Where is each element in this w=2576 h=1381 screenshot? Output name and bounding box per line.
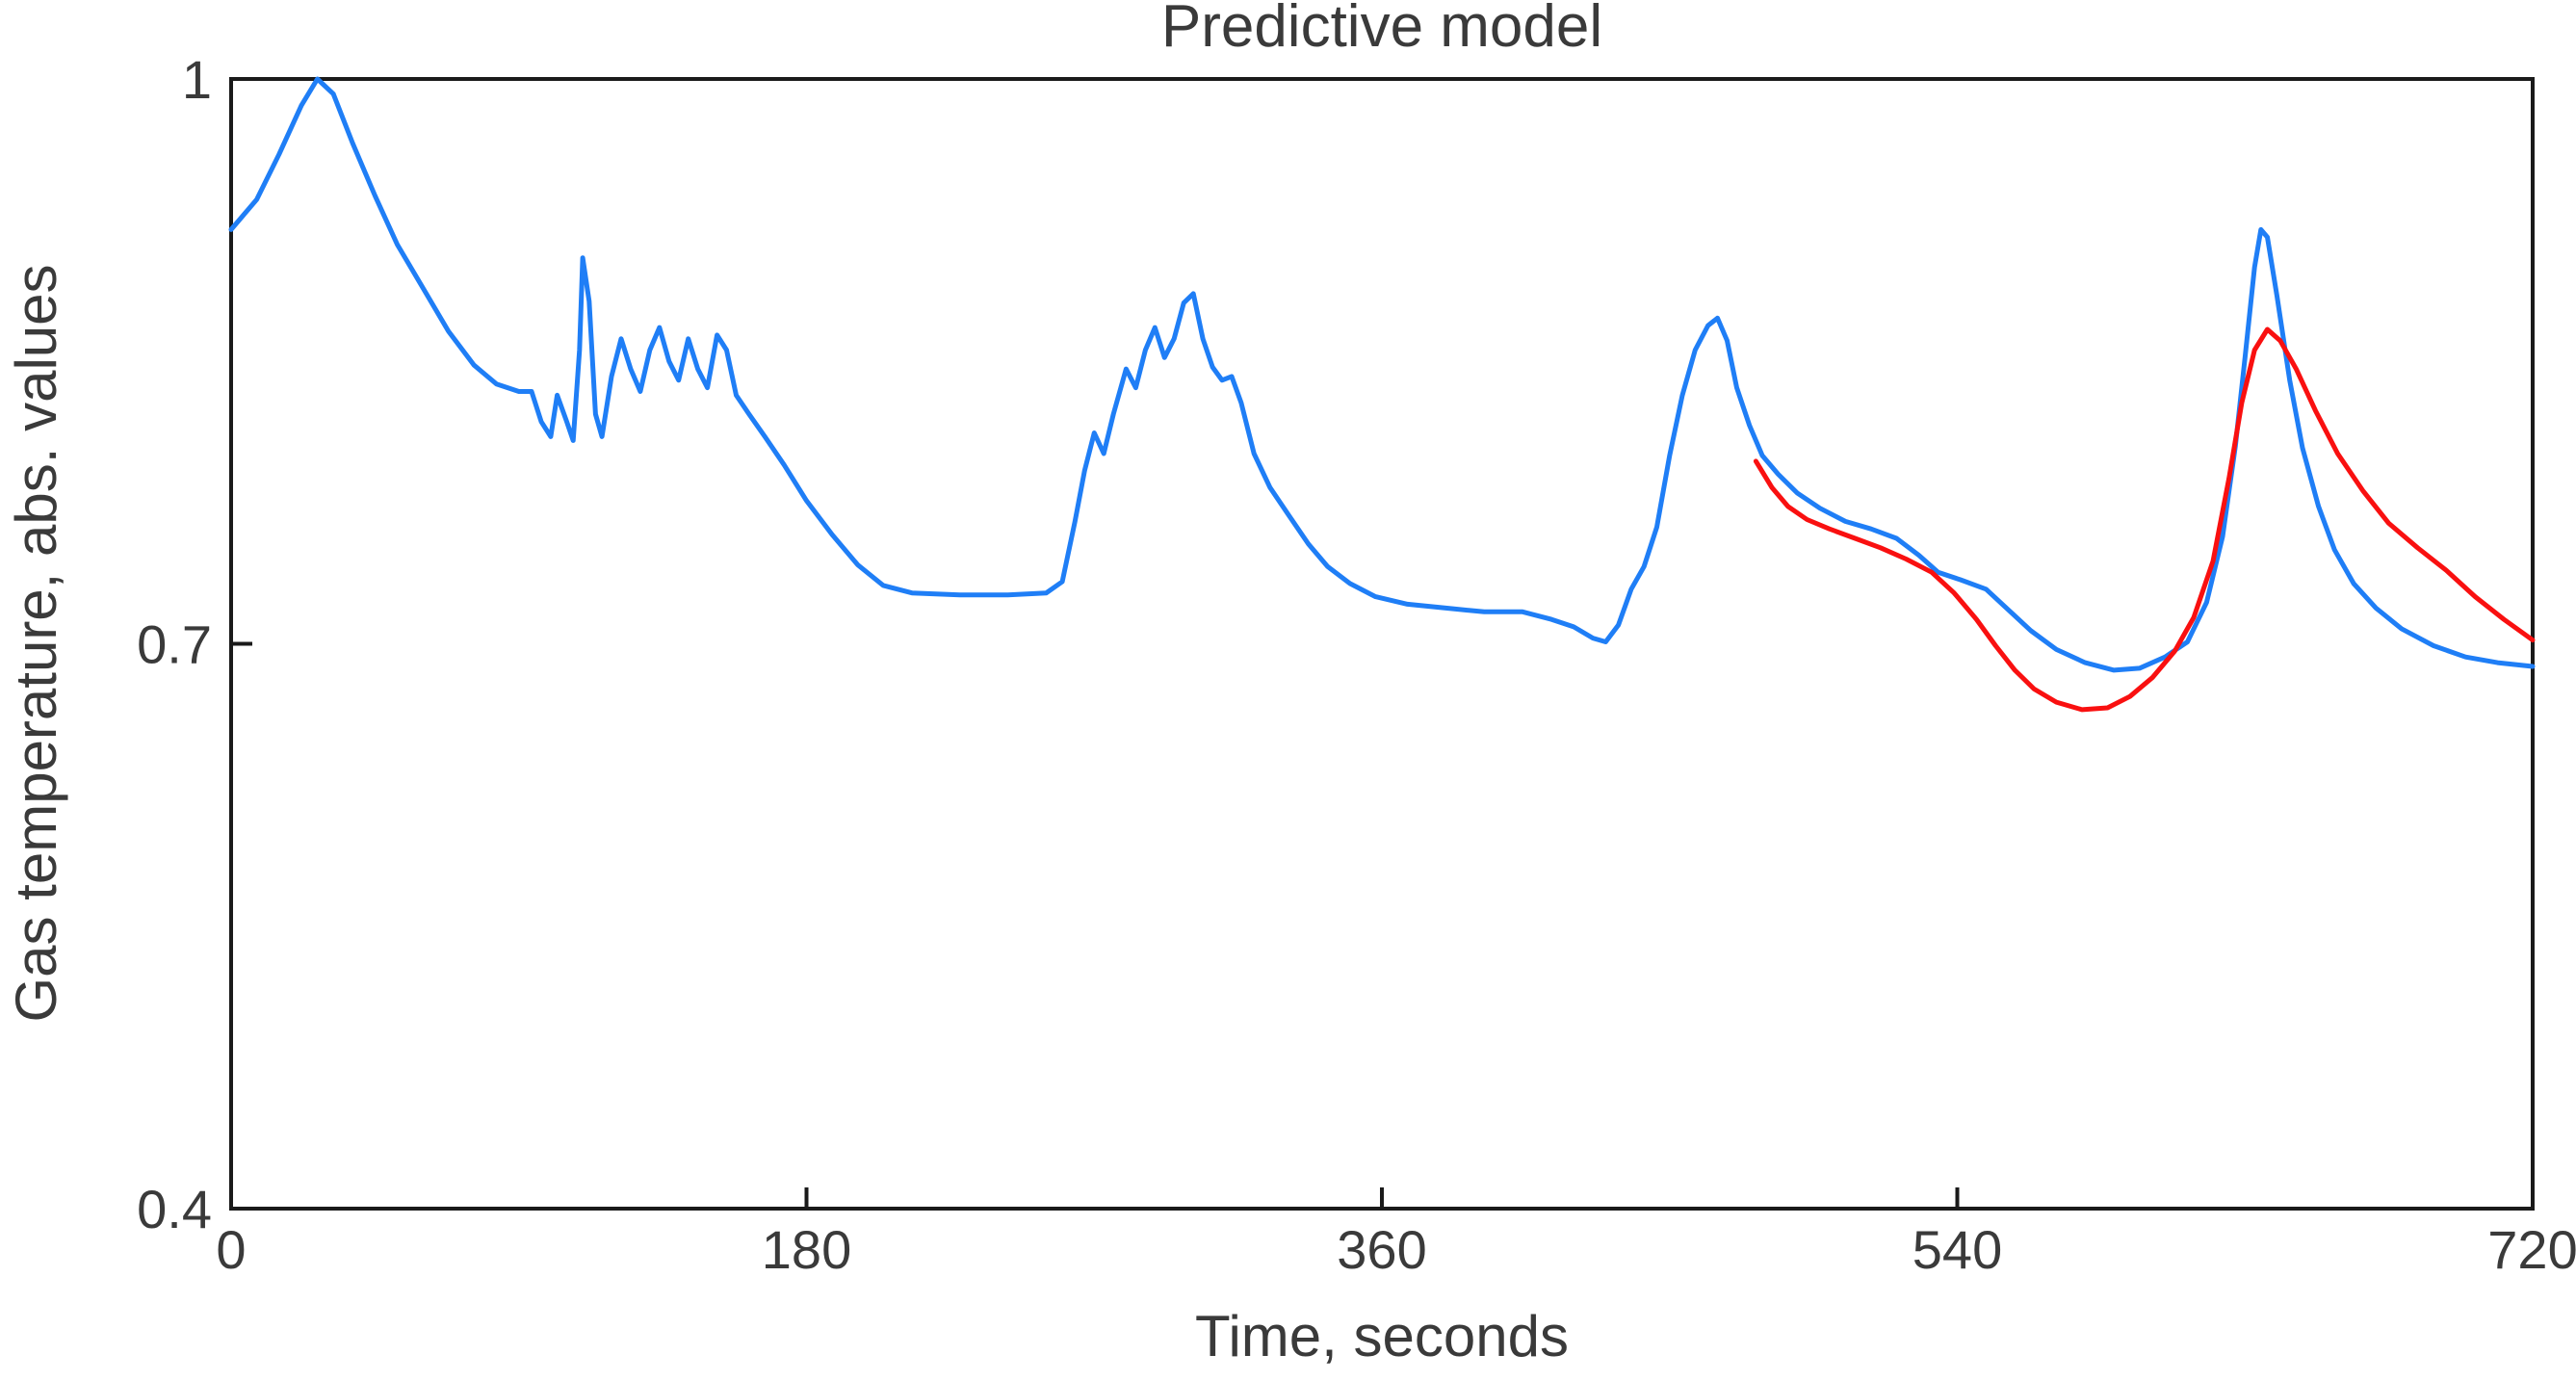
data-series-group: [228, 76, 2536, 713]
x-tick-label: 720: [2487, 1219, 2576, 1280]
x-tick-label: 360: [1337, 1219, 1426, 1280]
y-tick-label: 0.7: [137, 614, 212, 675]
tick-labels-group: 0 180 360 540 720 1 0.7 0.4: [137, 49, 2576, 1280]
y-tick-label: 1: [182, 49, 212, 110]
series-blue-measured-line: [228, 76, 2536, 673]
x-axis-label: Time, seconds: [1195, 1304, 1569, 1368]
chart-title: Predictive model: [1161, 0, 1602, 60]
y-tick-label: 0.4: [137, 1179, 212, 1239]
series-red-predicted-line: [1753, 326, 2536, 713]
axis-ticks: [229, 77, 2535, 1211]
x-tick-label: 540: [1912, 1219, 2002, 1280]
y-axis-label: Gas temperature, abs. values: [4, 264, 68, 1022]
x-tick-label: 180: [762, 1219, 851, 1280]
x-tick-label: 0: [216, 1219, 246, 1280]
